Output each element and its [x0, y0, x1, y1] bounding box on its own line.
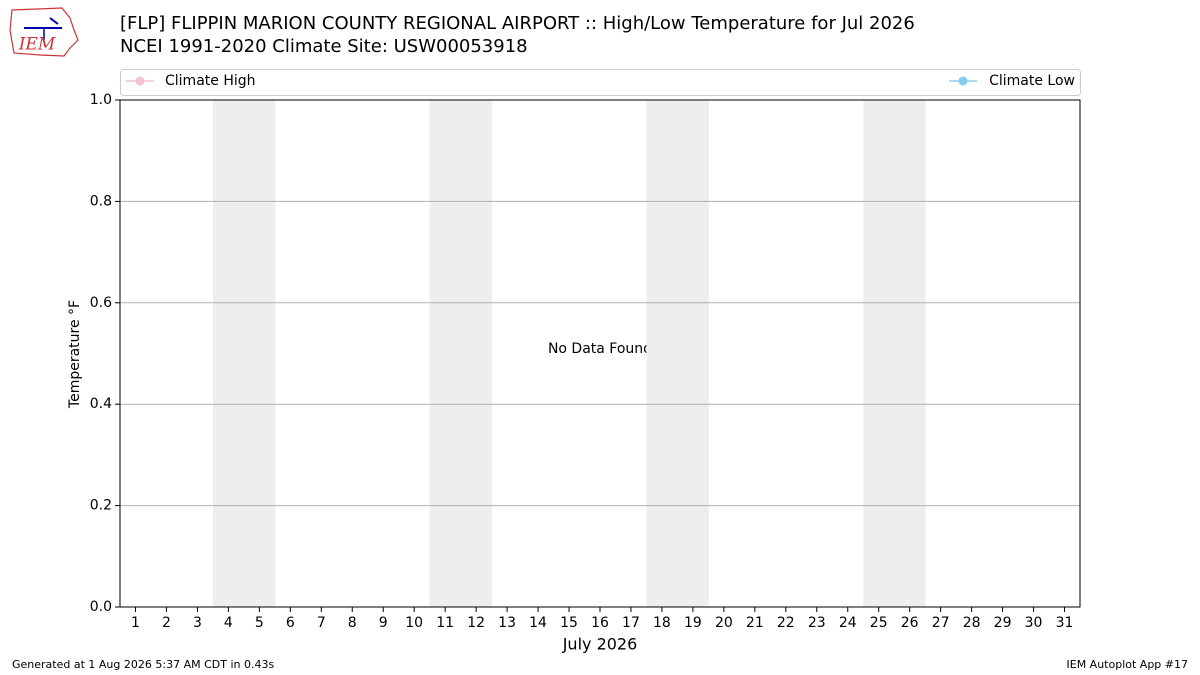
x-tick-label: 17	[622, 615, 640, 631]
weekend-shade	[460, 100, 493, 607]
weekend-shade	[243, 100, 276, 607]
x-tick-label: 10	[405, 615, 423, 631]
legend-item: Climate High	[126, 73, 256, 89]
legend-label: Climate Low	[989, 73, 1075, 89]
x-tick-label: 26	[901, 615, 919, 631]
logo: IEM	[9, 7, 79, 57]
plot-frame	[119, 99, 1081, 608]
x-tick-label: 30	[1025, 615, 1043, 631]
x-tick-label: 6	[286, 615, 295, 631]
x-tick-label: 7	[317, 615, 326, 631]
x-tick-label: 15	[560, 615, 578, 631]
x-tick-label: 24	[839, 615, 857, 631]
x-tick-label: 9	[379, 615, 388, 631]
x-axis-label: July 2026	[562, 635, 638, 654]
x-tick-label: 20	[715, 615, 733, 631]
x-tick-label: 23	[808, 615, 826, 631]
weekend-shade	[212, 100, 245, 607]
x-tick-label: 21	[746, 615, 764, 631]
plot-area	[120, 99, 1080, 608]
x-tick-label: 28	[963, 615, 981, 631]
x-tick-label: 25	[870, 615, 888, 631]
x-tick-label: 12	[467, 615, 485, 631]
x-tick-label: 2	[162, 615, 171, 631]
y-tick-label: 0.6	[90, 295, 112, 311]
x-tick-label: 16	[591, 615, 609, 631]
legend-box	[120, 69, 1081, 96]
y-tick-label: 0.8	[90, 193, 112, 209]
annotation: No Data Found	[548, 341, 652, 357]
x-tick-label: 8	[348, 615, 357, 631]
x-tick-label: 29	[994, 615, 1012, 631]
y-tick-label: 0.2	[90, 498, 112, 514]
x-tick-label: 3	[193, 615, 202, 631]
logo-line	[49, 17, 59, 25]
y-tick-label: 0.4	[90, 396, 112, 412]
y-tick-label: 0.0	[90, 599, 112, 615]
chart-subtitle: NCEI 1991-2020 Climate Site: USW00053918	[120, 36, 528, 57]
x-tick-label: 11	[436, 615, 454, 631]
x-tick-label: 31	[1056, 615, 1074, 631]
y-tick-label: 1.0	[90, 92, 112, 108]
logo-text: IEM	[18, 35, 56, 55]
weekend-shade	[429, 100, 462, 607]
legend-label: Climate High	[165, 73, 256, 89]
weekend-shade	[863, 100, 895, 607]
chart-title: [FLP] FLIPPIN MARION COUNTY REGIONAL AIR…	[120, 13, 915, 34]
footer-left: Generated at 1 Aug 2026 5:37 AM CDT in 0…	[12, 658, 274, 671]
x-tick-label: 14	[529, 615, 547, 631]
weekend-shade	[894, 100, 926, 607]
x-tick-label: 5	[255, 615, 264, 631]
weekend-shade	[646, 100, 678, 607]
weekend-shade	[677, 100, 709, 607]
x-tick-label: 1	[131, 615, 140, 631]
x-tick-label: 27	[932, 615, 950, 631]
x-tick-label: 13	[498, 615, 516, 631]
legend-swatch-dot	[958, 76, 968, 86]
y-axis-label: Temperature °F	[67, 300, 83, 409]
footer-right: IEM Autoplot App #17	[1067, 658, 1189, 671]
x-tick-label: 4	[224, 615, 233, 631]
legend-swatch-dot	[135, 76, 145, 86]
x-tick-label: 22	[777, 615, 795, 631]
legend-item: Climate Low	[949, 73, 1075, 89]
x-tick-label: 19	[684, 615, 702, 631]
x-tick-label: 18	[653, 615, 671, 631]
